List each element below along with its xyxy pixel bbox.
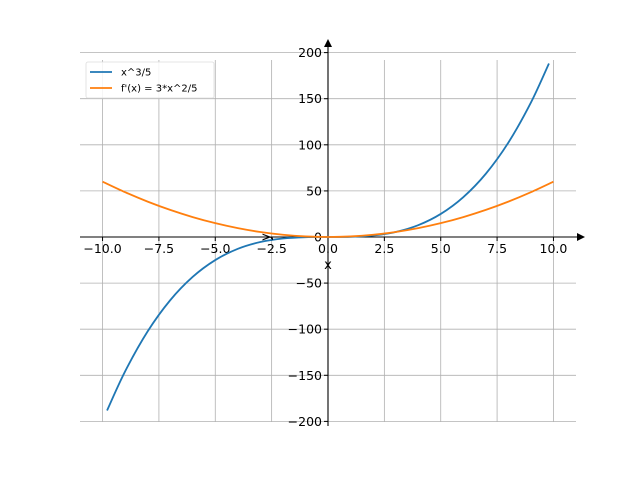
x-tick-label: 7.5: [487, 241, 507, 256]
x-tick-label: 10.0: [540, 241, 568, 256]
y-tick-label: −150: [288, 368, 322, 383]
x-axis-arrow-icon: [577, 233, 585, 241]
legend-box: [85, 61, 215, 99]
x-tick-label: 0.0: [318, 241, 338, 256]
ticks: −10.0 −7.5 −5.0 −2.5 0.0 2.5 5.0 7.5 10.0 −200 −15…: [83, 45, 567, 429]
y-axis-label: y: [259, 233, 274, 241]
legend-entry-label: x^3/5: [121, 68, 151, 79]
y-tick-label: −200: [288, 414, 322, 429]
x-tick-label: 5.0: [431, 241, 451, 256]
x-axis-label: x: [324, 258, 332, 273]
y-tick-label: 200: [298, 45, 322, 60]
x-tick-label: −2.5: [256, 241, 286, 256]
x-tick-label: −7.5: [144, 241, 174, 256]
x-tick-label: 2.5: [374, 241, 394, 256]
y-tick-label: −100: [288, 322, 322, 337]
x-tick-label: −5.0: [200, 241, 230, 256]
series-line-2: [102, 180, 554, 238]
y-tick-label: 150: [298, 91, 322, 106]
y-axis-arrow-icon: [324, 39, 332, 47]
x-tick-label: −10.0: [83, 241, 121, 256]
legend-entry-label: f'(x) = 3*x^2/5: [121, 84, 197, 95]
y-tick-label: −50: [296, 276, 322, 291]
y-tick-label: 100: [298, 137, 322, 152]
series: [102, 63, 554, 411]
legend: x^3/5 f'(x) = 3*x^2/5: [85, 61, 215, 99]
y-tick-label: 50: [306, 183, 322, 198]
